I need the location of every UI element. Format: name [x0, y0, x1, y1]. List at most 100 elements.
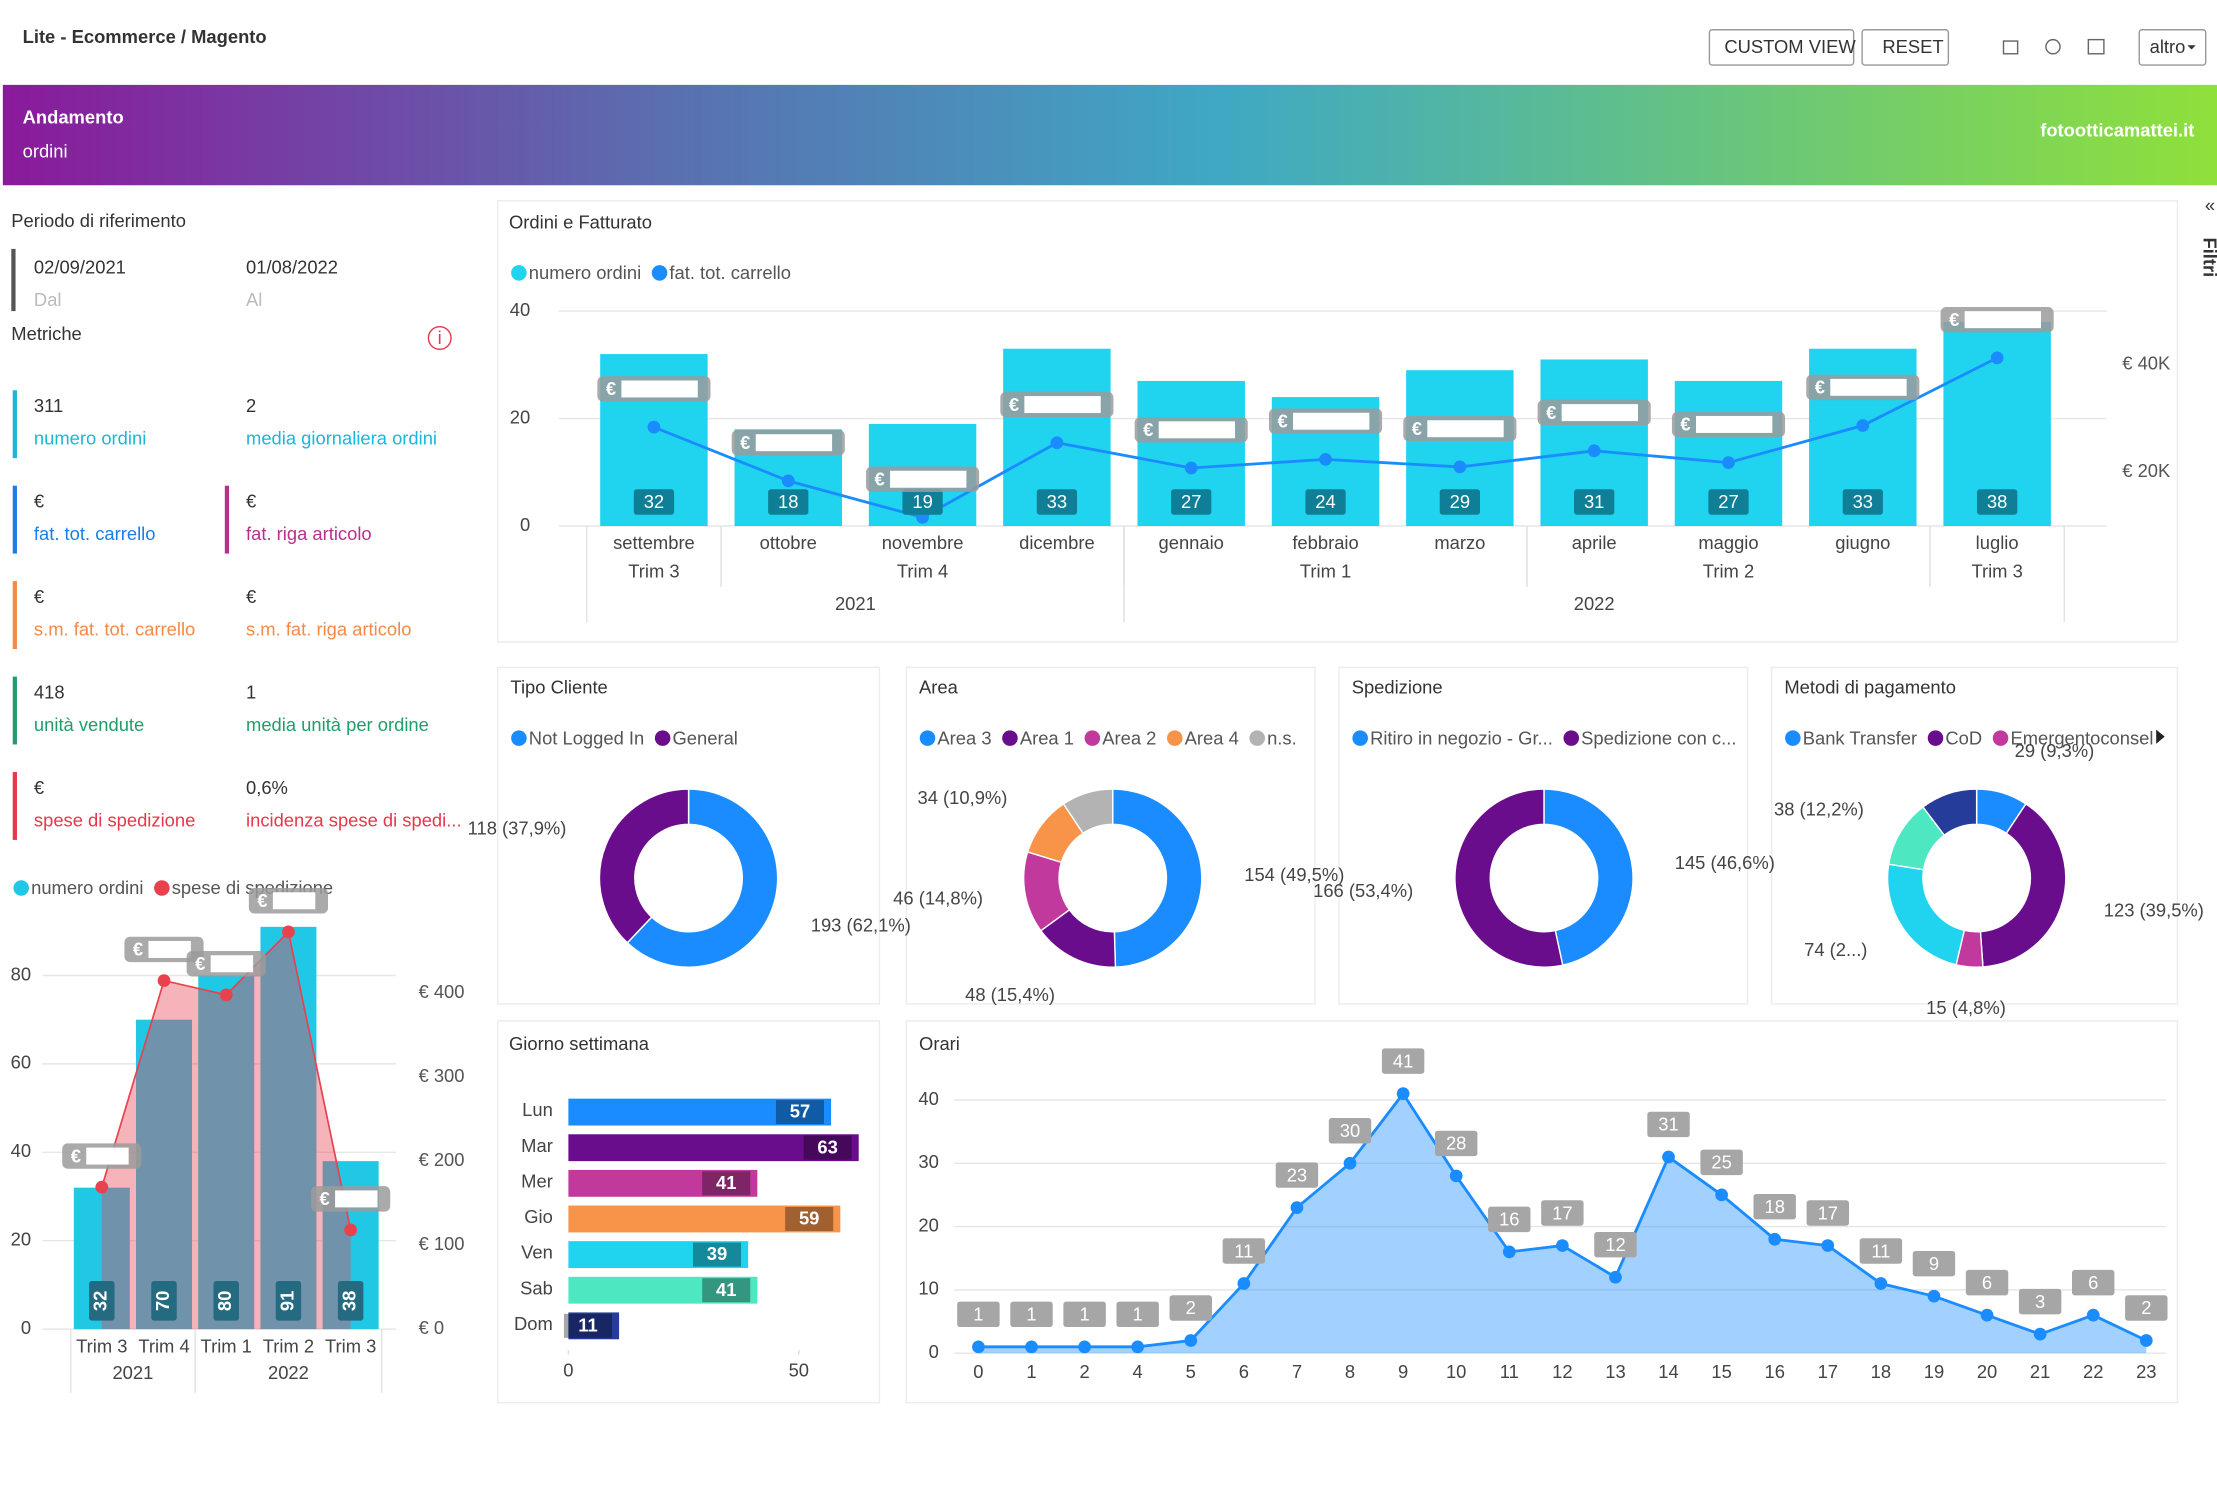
data-label: 29 (9,3%)	[2015, 740, 2095, 761]
button-label[interactable]: altro	[2150, 36, 2186, 57]
point	[1556, 1239, 1569, 1252]
y2-tick-label: € 200	[419, 1149, 465, 1170]
x-tick-label: novembre	[882, 532, 964, 553]
y-tick-label: Lun	[522, 1099, 553, 1120]
data-label: 41	[716, 1279, 736, 1300]
legend-label: Spedizione con c...	[1581, 727, 1736, 748]
data-label: 41	[1393, 1050, 1413, 1071]
filters-tab[interactable]: Filtri	[2200, 237, 2217, 277]
data-label: €	[1277, 410, 1287, 431]
data-label: 33	[1853, 491, 1873, 512]
data-label: 166 (53,4%)	[1313, 880, 1413, 901]
legend-label: numero ordini	[529, 262, 641, 283]
metric-bar	[12, 485, 17, 554]
history-icon[interactable]	[2045, 38, 2061, 55]
data-label: €	[133, 939, 143, 960]
redaction	[86, 1147, 129, 1165]
x-tick-label: 21	[2030, 1361, 2050, 1382]
data-label: €	[1009, 394, 1019, 415]
banner-title: Andamento	[23, 107, 124, 128]
redaction	[1024, 396, 1101, 414]
data-label: 39	[707, 1243, 727, 1264]
data-label: 3	[2035, 1291, 2045, 1312]
chart-title: Metodi di pagamento	[1784, 676, 1956, 697]
y-tick-label: 0	[520, 514, 530, 535]
button-label[interactable]: RESET	[1882, 36, 1943, 57]
point	[1980, 1308, 1994, 1322]
chart-title: Area	[919, 676, 959, 697]
label-box	[785, 1206, 834, 1231]
point	[972, 1340, 985, 1354]
group-label: 2022	[268, 1362, 309, 1383]
label-box	[1036, 489, 1078, 515]
data-label: 38	[1987, 491, 2007, 512]
data-label: 9	[1929, 1253, 1939, 1274]
legend-dot	[154, 880, 170, 896]
point	[1343, 1156, 1357, 1170]
period-title: Periodo di riferimento	[11, 210, 186, 231]
legend-dot	[654, 730, 671, 746]
y-tick-label: Dom	[514, 1313, 553, 1334]
bar	[198, 975, 255, 1330]
legend-next[interactable]	[2156, 729, 2165, 744]
y2-tick-label: € 40K	[2122, 353, 2171, 374]
info-glyph[interactable]: i	[438, 327, 442, 348]
collapse-icon[interactable]: «	[2205, 194, 2215, 215]
label-box	[2072, 1269, 2115, 1296]
x-tick-label: Trim 3	[76, 1335, 127, 1356]
data-label: 123 (39,5%)	[2104, 899, 2204, 920]
data-label: 118 (37,9%)	[468, 817, 567, 838]
label-box	[1434, 1130, 1478, 1157]
data-label: 28	[1446, 1133, 1466, 1154]
redaction	[1427, 420, 1504, 438]
data-label: 32	[90, 1291, 111, 1311]
data-label: 29	[1450, 491, 1470, 512]
legend-label: Area 3	[937, 727, 991, 748]
metrics-title: Metriche	[11, 323, 81, 344]
banner-subtitle: ordini	[23, 141, 68, 162]
x-tick-label: Trim 3	[325, 1335, 376, 1356]
metric-value: €	[34, 491, 44, 512]
x-tick-label: gennaio	[1159, 532, 1224, 553]
data-label: €	[257, 890, 267, 911]
button-label[interactable]: CUSTOM VIEW	[1724, 36, 1856, 57]
data-label: 145 (46,6%)	[1675, 852, 1775, 873]
altro-button[interactable]	[2138, 29, 2207, 66]
legend-label: Emergentoconsel	[2010, 727, 2153, 748]
point	[2086, 1308, 2100, 1322]
label-box	[1753, 1193, 1796, 1220]
info-icon[interactable]	[427, 325, 452, 350]
metric-value: 418	[34, 681, 65, 702]
print-icon[interactable]	[2002, 40, 2019, 55]
metrics: 311 numero ordini 2 media giornaliera ordin…	[12, 390, 462, 840]
label-box	[1574, 489, 1615, 515]
metric-label: spese di spedizione	[34, 809, 195, 830]
slice	[1979, 802, 2067, 968]
reset-button[interactable]	[1861, 29, 1950, 66]
y-tick-label: 30	[918, 1151, 938, 1172]
metric-bar	[12, 772, 17, 840]
chart-title: Spedizione	[1352, 676, 1443, 697]
data-label: 27	[1181, 491, 1201, 512]
banner	[2, 84, 2217, 186]
area	[101, 931, 351, 1330]
slice	[598, 788, 690, 944]
bar	[568, 1098, 832, 1126]
custom-view-button[interactable]	[1708, 29, 1855, 66]
data-label: 24	[1315, 491, 1335, 512]
point	[1131, 1340, 1145, 1354]
point	[219, 988, 233, 1002]
data-label: 1	[973, 1304, 983, 1325]
y-tick-label: Mar	[521, 1135, 553, 1156]
metric-bar	[224, 485, 230, 554]
data-label: 31	[1584, 491, 1604, 512]
metric-value: €	[34, 586, 44, 607]
data-label: 48 (15,4%)	[965, 984, 1055, 1005]
data-label: 18	[778, 491, 798, 512]
point	[1453, 460, 1467, 474]
x-tick-label: 1	[1026, 1361, 1036, 1382]
legend-label: Bank Transfer	[1803, 727, 1917, 748]
archive-icon[interactable]	[2087, 38, 2105, 55]
date-from: 02/09/2021	[34, 257, 126, 278]
